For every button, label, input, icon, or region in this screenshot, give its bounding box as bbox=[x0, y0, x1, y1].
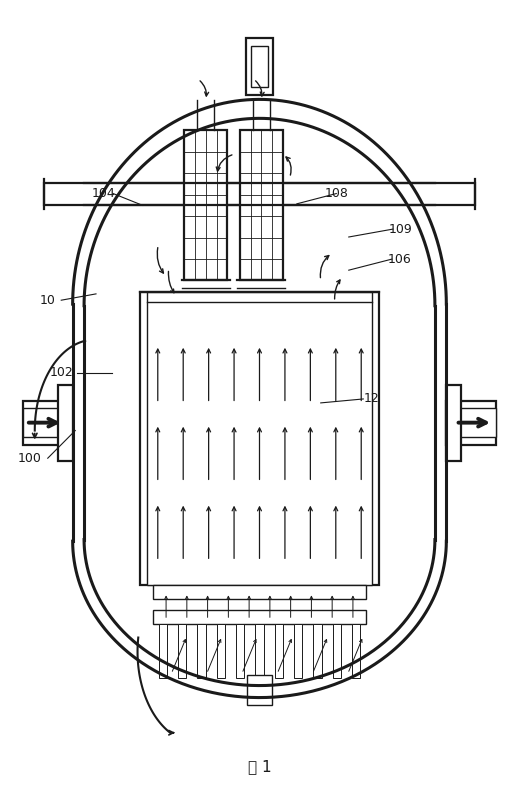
Bar bbox=[352, 624, 360, 678]
Text: 100: 100 bbox=[18, 452, 42, 465]
Bar bbox=[159, 624, 167, 678]
Text: 106: 106 bbox=[388, 253, 412, 265]
Text: 104: 104 bbox=[92, 187, 116, 200]
Text: 109: 109 bbox=[389, 223, 413, 235]
Bar bbox=[446, 408, 496, 437]
Bar bbox=[58, 385, 73, 461]
Bar bbox=[216, 624, 225, 678]
Bar bbox=[333, 624, 341, 678]
Bar bbox=[23, 408, 73, 437]
Text: 10: 10 bbox=[40, 294, 56, 307]
Bar bbox=[251, 46, 268, 87]
Bar bbox=[153, 610, 366, 624]
Text: 12: 12 bbox=[363, 393, 379, 405]
Bar bbox=[153, 585, 366, 599]
Bar bbox=[236, 624, 244, 678]
Bar bbox=[255, 624, 264, 678]
Text: 108: 108 bbox=[324, 187, 348, 200]
Bar bbox=[313, 624, 322, 678]
Bar bbox=[294, 624, 303, 678]
Bar bbox=[275, 624, 283, 678]
Text: 102: 102 bbox=[49, 367, 73, 379]
Bar bbox=[240, 130, 283, 280]
Bar bbox=[44, 183, 475, 205]
Bar bbox=[446, 401, 496, 445]
Bar bbox=[178, 624, 186, 678]
Bar bbox=[23, 401, 73, 445]
Bar bbox=[246, 38, 273, 95]
Bar bbox=[247, 675, 272, 705]
Text: 图 1: 图 1 bbox=[248, 759, 271, 773]
Bar bbox=[140, 292, 379, 585]
Bar bbox=[197, 624, 206, 678]
Bar bbox=[446, 385, 461, 461]
Bar bbox=[147, 292, 372, 585]
Bar bbox=[184, 130, 227, 280]
